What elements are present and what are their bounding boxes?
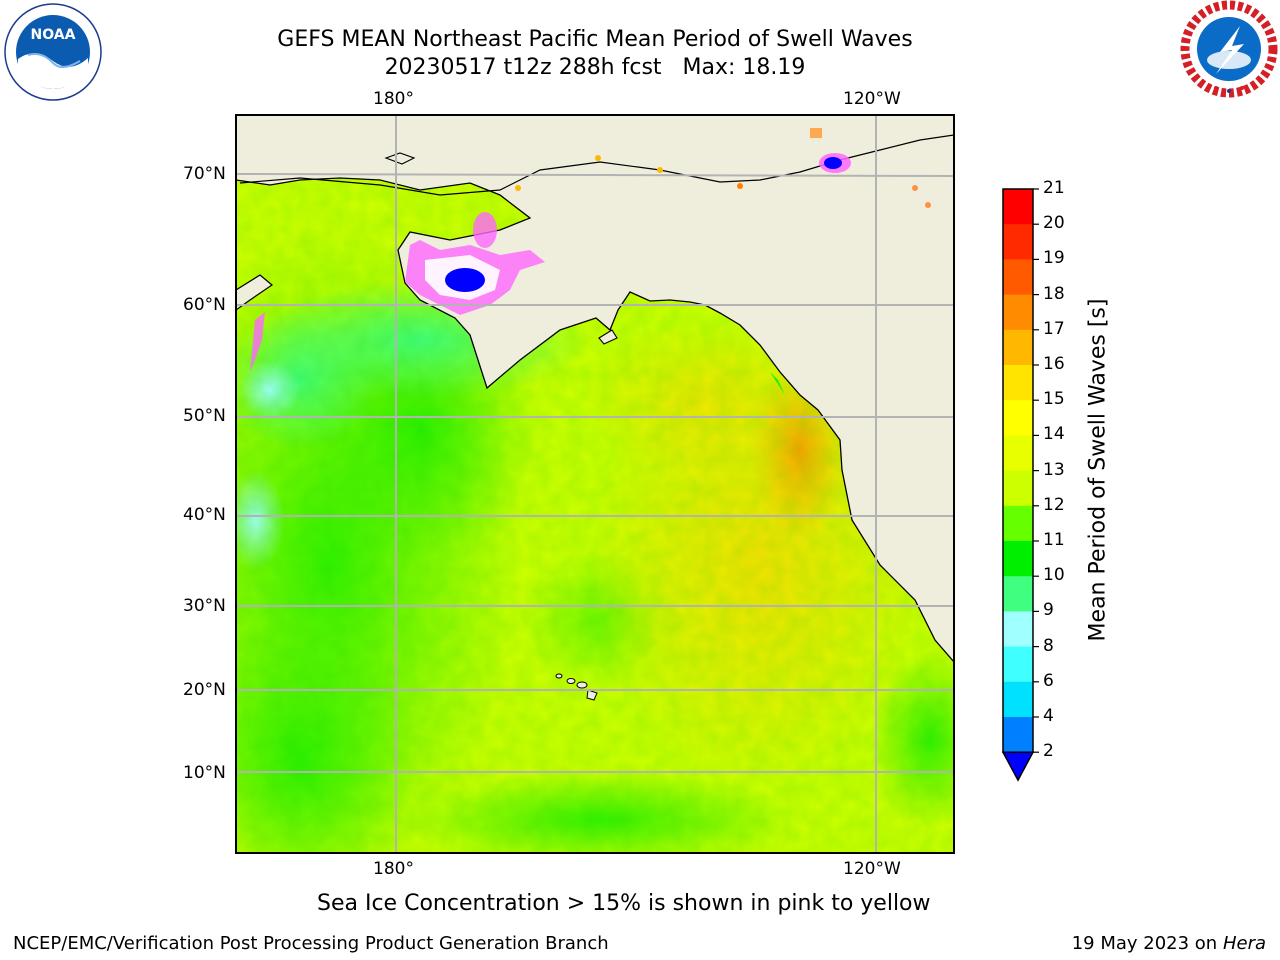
colorbar-segment	[1003, 435, 1033, 471]
colorbar-segment	[1003, 541, 1033, 577]
colorbar-tick-label: 21	[1043, 178, 1065, 198]
colorbar-segment	[1003, 717, 1033, 753]
colorbar-segment	[1003, 365, 1033, 401]
colorbar	[1003, 189, 1039, 780]
sea-ice-note: Sea Ice Concentration > 15% is shown in …	[317, 891, 931, 916]
footer-machine: Hera	[1223, 933, 1266, 954]
footer-credit: NCEP/EMC/Verification Post Processing Pr…	[13, 933, 609, 954]
colorbar-segment	[1003, 506, 1033, 542]
colorbar-tick-label: 14	[1043, 424, 1065, 444]
lon-tick-bottom-120w: 120°W	[843, 859, 901, 879]
lon-tick-bottom-180: 180°	[373, 859, 414, 879]
colorbar-segment	[1003, 471, 1033, 507]
colorbar-tick-label: 19	[1043, 248, 1065, 268]
footer-date: 19 May 2023 on Hera	[1072, 933, 1266, 954]
lat-tick-10n: 10°N	[183, 763, 226, 783]
colorbar-segment	[1003, 189, 1033, 225]
colorbar-segment	[1003, 576, 1033, 612]
colorbar-tick-label: 18	[1043, 284, 1065, 304]
colorbar-tick-label: 16	[1043, 354, 1065, 374]
colorbar-tick-label: 8	[1043, 636, 1054, 656]
lat-tick-70n: 70°N	[183, 164, 226, 184]
colorbar-segment	[1003, 259, 1033, 295]
lat-tick-50n: 50°N	[183, 406, 226, 426]
colorbar-tick-label: 11	[1043, 530, 1065, 550]
colorbar-tick-label: 15	[1043, 389, 1065, 409]
colorbar-segment	[1003, 295, 1033, 331]
colorbar-segment	[1003, 682, 1033, 718]
colorbar-tick-label: 9	[1043, 600, 1054, 620]
colorbar-tick-label: 12	[1043, 495, 1065, 515]
colorbar-segment	[1003, 330, 1033, 366]
colorbar-extend-arrow	[1003, 752, 1033, 780]
footer-date-text: 19 May 2023 on	[1072, 933, 1218, 954]
colorbar-tick-label: 20	[1043, 213, 1065, 233]
lon-tick-top-120w: 120°W	[843, 89, 901, 109]
colorbar-tick-label: 2	[1043, 741, 1054, 761]
colorbar-label: Mean Period of Swell Waves [s]	[1086, 299, 1111, 642]
lat-tick-60n: 60°N	[183, 295, 226, 315]
colorbar-segment	[1003, 647, 1033, 683]
lat-tick-40n: 40°N	[183, 505, 226, 525]
colorbar-tick-label: 4	[1043, 706, 1054, 726]
lat-tick-20n: 20°N	[183, 680, 226, 700]
colorbar-segment	[1003, 400, 1033, 436]
colorbar-segment	[1003, 224, 1033, 260]
colorbar-tick-label: 6	[1043, 671, 1054, 691]
lon-tick-top-180: 180°	[373, 89, 414, 109]
lat-tick-30n: 30°N	[183, 596, 226, 616]
colorbar-segment	[1003, 611, 1033, 647]
colorbar-tick-label: 10	[1043, 565, 1065, 585]
colorbar-tick-label: 13	[1043, 460, 1065, 480]
colorbar-tick-label: 17	[1043, 319, 1065, 339]
